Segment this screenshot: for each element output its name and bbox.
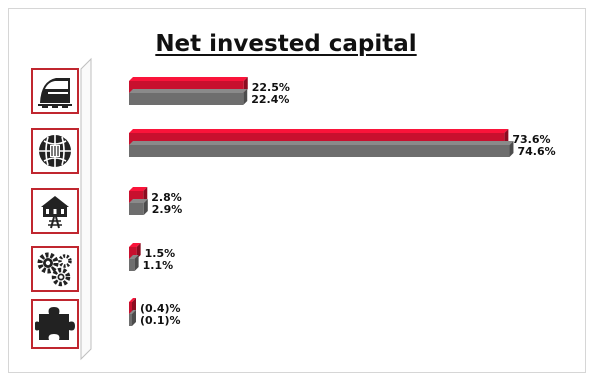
bar-b-1 bbox=[129, 141, 514, 157]
bar-b-3 bbox=[129, 255, 139, 271]
segment-network bbox=[31, 128, 79, 174]
segment-other bbox=[31, 299, 79, 349]
data-label-a-1: 73.6% bbox=[512, 133, 550, 146]
gears-icon bbox=[37, 252, 72, 287]
data-label-a-0: 22.5% bbox=[252, 81, 290, 94]
data-label-a-4: (0.4)% bbox=[140, 302, 181, 315]
bar-chart: 22.5% 73.6% 2.8% 1.5% (0.4)% 22.4% 74.6% 2.9% 1.… bbox=[80, 57, 556, 361]
data-label-b-3: 1.1% bbox=[143, 259, 174, 272]
chart-title: Net invested capital bbox=[155, 31, 417, 57]
bar-b-2 bbox=[129, 199, 148, 215]
bar-b-0 bbox=[129, 89, 248, 105]
train-icon bbox=[38, 78, 72, 108]
data-label-b-2: 2.9% bbox=[152, 203, 183, 216]
data-label-a-2: 2.8% bbox=[151, 191, 182, 204]
data-label-b-1: 74.6% bbox=[517, 145, 555, 158]
globe-network-icon bbox=[39, 135, 71, 167]
chart-baseline-plane bbox=[80, 57, 92, 361]
segment-train bbox=[31, 68, 79, 114]
data-label-b-4: (0.1)% bbox=[140, 314, 181, 327]
data-label-b-0: 22.4% bbox=[251, 93, 289, 106]
segment-services bbox=[31, 246, 79, 292]
station-building-icon bbox=[41, 196, 69, 229]
segment-station bbox=[31, 188, 79, 234]
chart-frame: Net invested capital bbox=[8, 8, 586, 373]
bar-b-4 bbox=[129, 310, 136, 326]
data-label-a-3: 1.5% bbox=[145, 247, 176, 260]
puzzle-piece-icon bbox=[35, 307, 75, 340]
